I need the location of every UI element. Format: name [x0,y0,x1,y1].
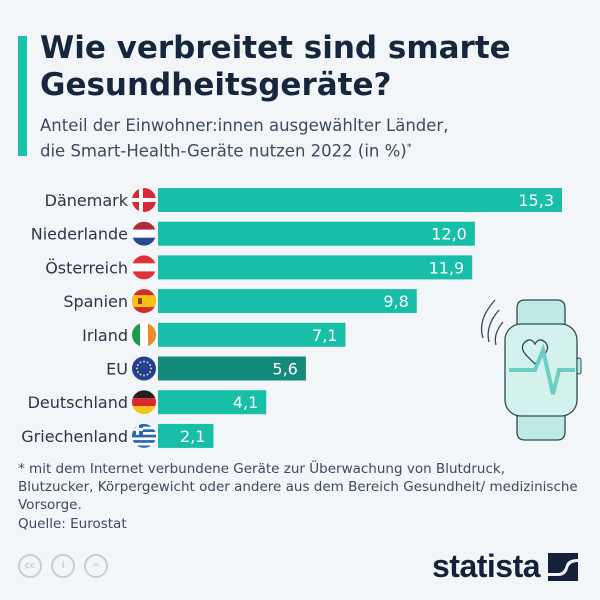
category-label: Österreich [45,258,128,277]
smartwatch-illustration [480,299,582,441]
ireland-flag-icon [132,322,156,347]
chart-title: Wie verbreitet sind smarte Gesundheitsge… [40,30,511,103]
logo-text: statista [432,548,541,584]
netherlands-flag-icon [132,221,156,246]
bar-0 [158,188,562,212]
subtitle-line-1: Anteil der Einwohner:innen ausgewählter … [40,116,449,135]
category-label: Spanien [63,292,128,311]
denmark-flag-icon [132,188,156,212]
value-label: 12,0 [431,225,467,244]
bar-3 [158,289,417,314]
austria-flag-icon [132,255,156,280]
category-label: Deutschland [28,393,128,412]
bar-5 [158,356,306,381]
category-label: Irland [82,326,128,345]
category-label: Dänemark [45,191,129,210]
license-icons: cc i = [18,554,108,578]
statista-logo[interactable]: statista [432,548,579,585]
statista-logo-icon [548,552,579,581]
chart-subtitle: Anteil der Einwohner:innen ausgewählter … [40,115,580,163]
bar-2 [158,255,473,280]
bar-6 [158,390,267,415]
value-label: 4,1 [233,393,258,412]
value-label: 5,6 [272,360,297,379]
bar-1 [158,221,475,246]
value-label: 7,1 [312,326,337,345]
germany-flag-icon [132,390,156,415]
bar-chart: 15,3 Dänemark 12,0 Niederlande 11,9 Österreic… [21,188,562,448]
attribution-icon[interactable]: i [51,554,75,578]
category-label: Griechenland [21,427,128,446]
subtitle-footnote-mark: * [406,142,412,153]
bar-4 [158,322,346,347]
spain-flag-icon [132,289,156,314]
footnote: * mit dem Internet verbundene Geräte zur… [18,461,578,513]
no-derivatives-icon[interactable]: = [84,554,108,578]
creative-commons-icon[interactable]: cc [18,554,42,578]
title-accent-bar [18,36,27,156]
value-label: 15,3 [518,191,554,210]
value-label: 2,1 [180,427,205,446]
category-label: Niederlande [31,225,128,244]
bar-7 [158,423,214,448]
source: Quelle: Eurostat [18,516,127,532]
subtitle-line-2: die Smart-Health-Geräte nutzen 2022 (in … [40,141,407,161]
value-label: 11,9 [429,258,465,277]
eu-flag-icon [132,356,156,381]
value-label: 9,8 [383,292,408,311]
category-label: EU [106,360,128,379]
greece-flag-icon [132,423,156,448]
